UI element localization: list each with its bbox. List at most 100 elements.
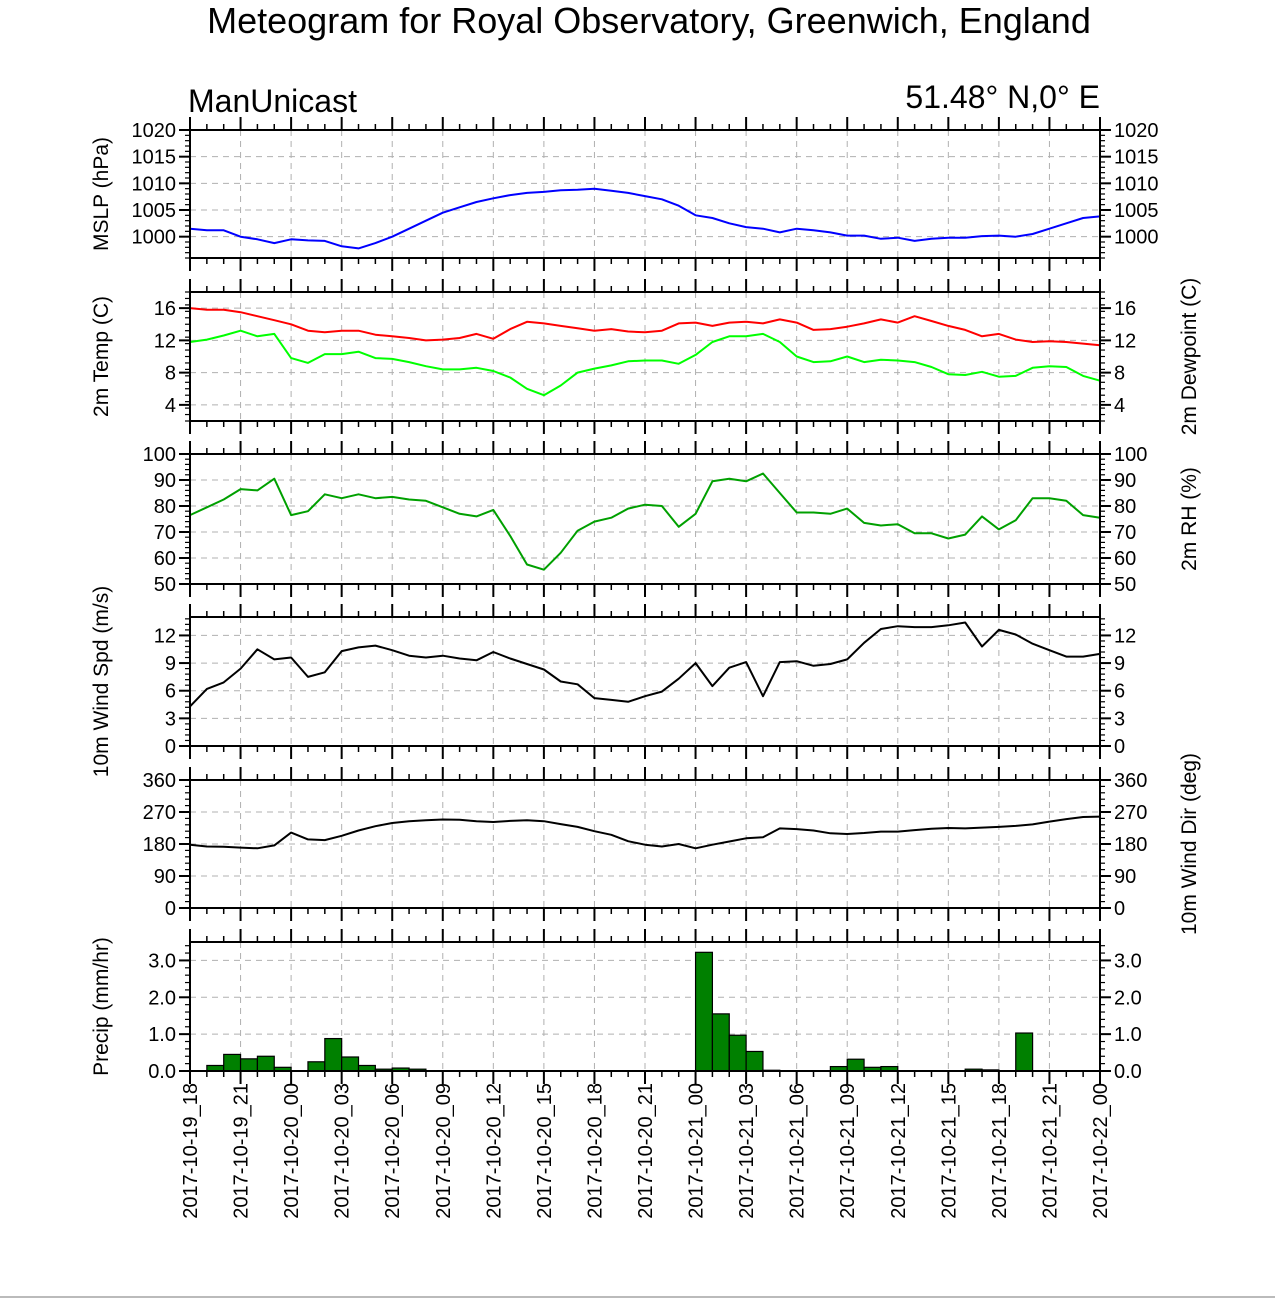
- y-tick-label-right: 90: [1114, 470, 1136, 492]
- precip-bar: [694, 951, 714, 1072]
- y-tick-label-right: 90: [1114, 866, 1136, 888]
- y-tick-label-left: 6: [165, 681, 176, 703]
- x-tick-label: 2017-10-19_18: [180, 1083, 202, 1219]
- y-tick-label-left: 100: [143, 444, 176, 466]
- precip-bar: [256, 1055, 275, 1072]
- y-tick-label-right: 70: [1114, 522, 1136, 544]
- temp-dewpoint-series-line: [189, 307, 1101, 347]
- temp-dewpoint-frame: [189, 291, 1101, 422]
- y-tick-label-right: 1.0: [1114, 1024, 1142, 1046]
- y-tick-label-left: 90: [154, 866, 176, 888]
- precip-bar: [846, 1058, 865, 1072]
- x-tick-label: 2017-10-21_03: [736, 1083, 758, 1219]
- precip-bar: [341, 1056, 360, 1072]
- y-tick-label-left: 1010: [132, 173, 177, 195]
- y-tick-label-left: 8: [165, 363, 176, 385]
- y-tick-label-right: 8: [1114, 363, 1125, 385]
- y-tick-label-left: 0.0: [148, 1061, 176, 1083]
- x-tick-label: 2017-10-20_18: [584, 1083, 606, 1219]
- y-tick-label-left: 3: [165, 708, 176, 730]
- x-tick-label: 2017-10-21_09: [837, 1083, 859, 1219]
- x-tick-label: 2017-10-20_12: [483, 1083, 505, 1219]
- x-tick-label: 2017-10-20_21: [635, 1083, 657, 1219]
- precip-bar: [307, 1061, 326, 1072]
- y-tick-label-right: 60: [1114, 548, 1136, 570]
- wind-speed-panel: 0 0 3 3 6 6 9 9 12 12 10m Wind Spd (m/s): [90, 586, 1136, 777]
- y-tick-label-left: 0: [165, 898, 176, 920]
- y-tick-label-right: 180: [1114, 834, 1147, 856]
- x-tick-label: 2017-10-21_12: [888, 1083, 910, 1219]
- x-tick-label: 2017-10-19_21: [231, 1083, 253, 1219]
- mslp-y-axis-label: MSLP (hPa): [90, 137, 113, 251]
- y-tick-label-right: 3.0: [1114, 950, 1142, 972]
- y-tick-label-right: 270: [1114, 802, 1147, 824]
- x-tick-label: 2017-10-20_06: [382, 1083, 404, 1219]
- y-tick-label-left: 60: [154, 548, 176, 570]
- wind-direction-y2-axis-label: 10m Wind Dir (deg): [1178, 753, 1201, 935]
- y-tick-label-left: 3.0: [148, 950, 176, 972]
- y-tick-label-left: 1000: [132, 227, 177, 249]
- y-tick-label-right: 100: [1114, 444, 1147, 466]
- x-tick-label: 2017-10-22_00: [1090, 1083, 1112, 1219]
- y-tick-label-right: 2.0: [1114, 987, 1142, 1009]
- wind-speed-frame: [189, 616, 1101, 747]
- y-tick-label-right: 12: [1114, 625, 1136, 647]
- precip-bar: [239, 1058, 259, 1072]
- y-tick-label-left: 9: [165, 653, 176, 675]
- y-tick-label-right: 0.0: [1114, 1061, 1142, 1083]
- y-tick-label-right: 360: [1114, 770, 1147, 792]
- precip-panel: 0.0 0.0 1.0 1.0 2.0 2.0 3.0 3.0 Precip (mm/hr): [90, 929, 1142, 1084]
- y-tick-label-left: 12: [154, 330, 176, 352]
- x-tick-label: 2017-10-20_15: [534, 1083, 556, 1219]
- precip-bar: [324, 1037, 343, 1072]
- y-tick-label-right: 3: [1114, 708, 1125, 730]
- y-tick-label-right: 1020: [1114, 120, 1159, 142]
- mslp-series-line: [189, 187, 1101, 250]
- y-tick-label-right: 6: [1114, 681, 1125, 703]
- y-tick-label-right: 9: [1114, 653, 1125, 675]
- precip-y-axis-label: Precip (mm/hr): [90, 937, 113, 1076]
- precip-bar: [1015, 1032, 1034, 1072]
- y-tick-label-left: 50: [154, 574, 176, 596]
- y-tick-label-left: 1015: [132, 147, 177, 169]
- x-tick-label: 2017-10-21_06: [787, 1083, 809, 1219]
- y-tick-label-left: 360: [143, 770, 176, 792]
- x-tick-label: 2017-10-21_15: [938, 1083, 960, 1219]
- temp-dewpoint-panel: 4 4 8 8 12 12 16 16 2m Temp (C) 2m Dewpoint (C): [90, 278, 1201, 436]
- y-tick-label-left: 1020: [132, 120, 177, 142]
- chart-title: Meteogram for Royal Observatory, Greenwi…: [207, 0, 1091, 41]
- y-tick-label-right: 50: [1114, 574, 1136, 596]
- x-tick-labels: 2017-10-19_18 2017-10-19_21 2017-10-20_00 2…: [180, 1083, 1112, 1219]
- x-tick-label: 2017-10-21_21: [1039, 1083, 1061, 1219]
- y-tick-label-left: 1005: [132, 200, 177, 222]
- model-label: ManUnicast: [188, 83, 357, 119]
- y-tick-label-left: 80: [154, 496, 176, 518]
- precip-bar: [223, 1053, 242, 1072]
- wind-direction-series-line: [189, 815, 1101, 850]
- y-tick-label-right: 0: [1114, 736, 1125, 758]
- y-tick-label-right: 12: [1114, 330, 1136, 352]
- y-tick-label-right: 1015: [1114, 147, 1159, 169]
- y-tick-label-right: 1005: [1114, 200, 1159, 222]
- y-tick-label-left: 4: [165, 395, 176, 417]
- x-tick-label: 2017-10-21_00: [686, 1083, 708, 1219]
- x-tick-label: 2017-10-20_09: [433, 1083, 455, 1219]
- rh-panel: 50 50 60 60 70 70 80 80 90 90 100 100 2m RH (%): [143, 441, 1201, 597]
- location-label: 51.48° N,0° E: [905, 79, 1100, 115]
- y-tick-label-left: 16: [154, 298, 176, 320]
- y-tick-label-left: 70: [154, 522, 176, 544]
- x-tick-label: 2017-10-20_03: [332, 1083, 354, 1219]
- y-tick-label-right: 4: [1114, 395, 1125, 417]
- temp-dewpoint-series-line: [189, 329, 1101, 397]
- precip-bar: [711, 1013, 730, 1072]
- y-tick-label-right: 80: [1114, 496, 1136, 518]
- y-tick-label-left: 12: [154, 625, 176, 647]
- y-tick-label-left: 90: [154, 470, 176, 492]
- x-tick-label: 2017-10-20_00: [281, 1083, 303, 1219]
- y-tick-label-left: 1.0: [148, 1024, 176, 1046]
- mslp-panel: 1000 1000 1005 1005 1010 1010 1015 1015 1020 1020…: [90, 117, 1159, 271]
- y-tick-label-left: 2.0: [148, 987, 176, 1009]
- rh-y2-axis-label: 2m RH (%): [1178, 467, 1201, 571]
- temp-dewpoint-y2-axis-label: 2m Dewpoint (C): [1178, 278, 1201, 436]
